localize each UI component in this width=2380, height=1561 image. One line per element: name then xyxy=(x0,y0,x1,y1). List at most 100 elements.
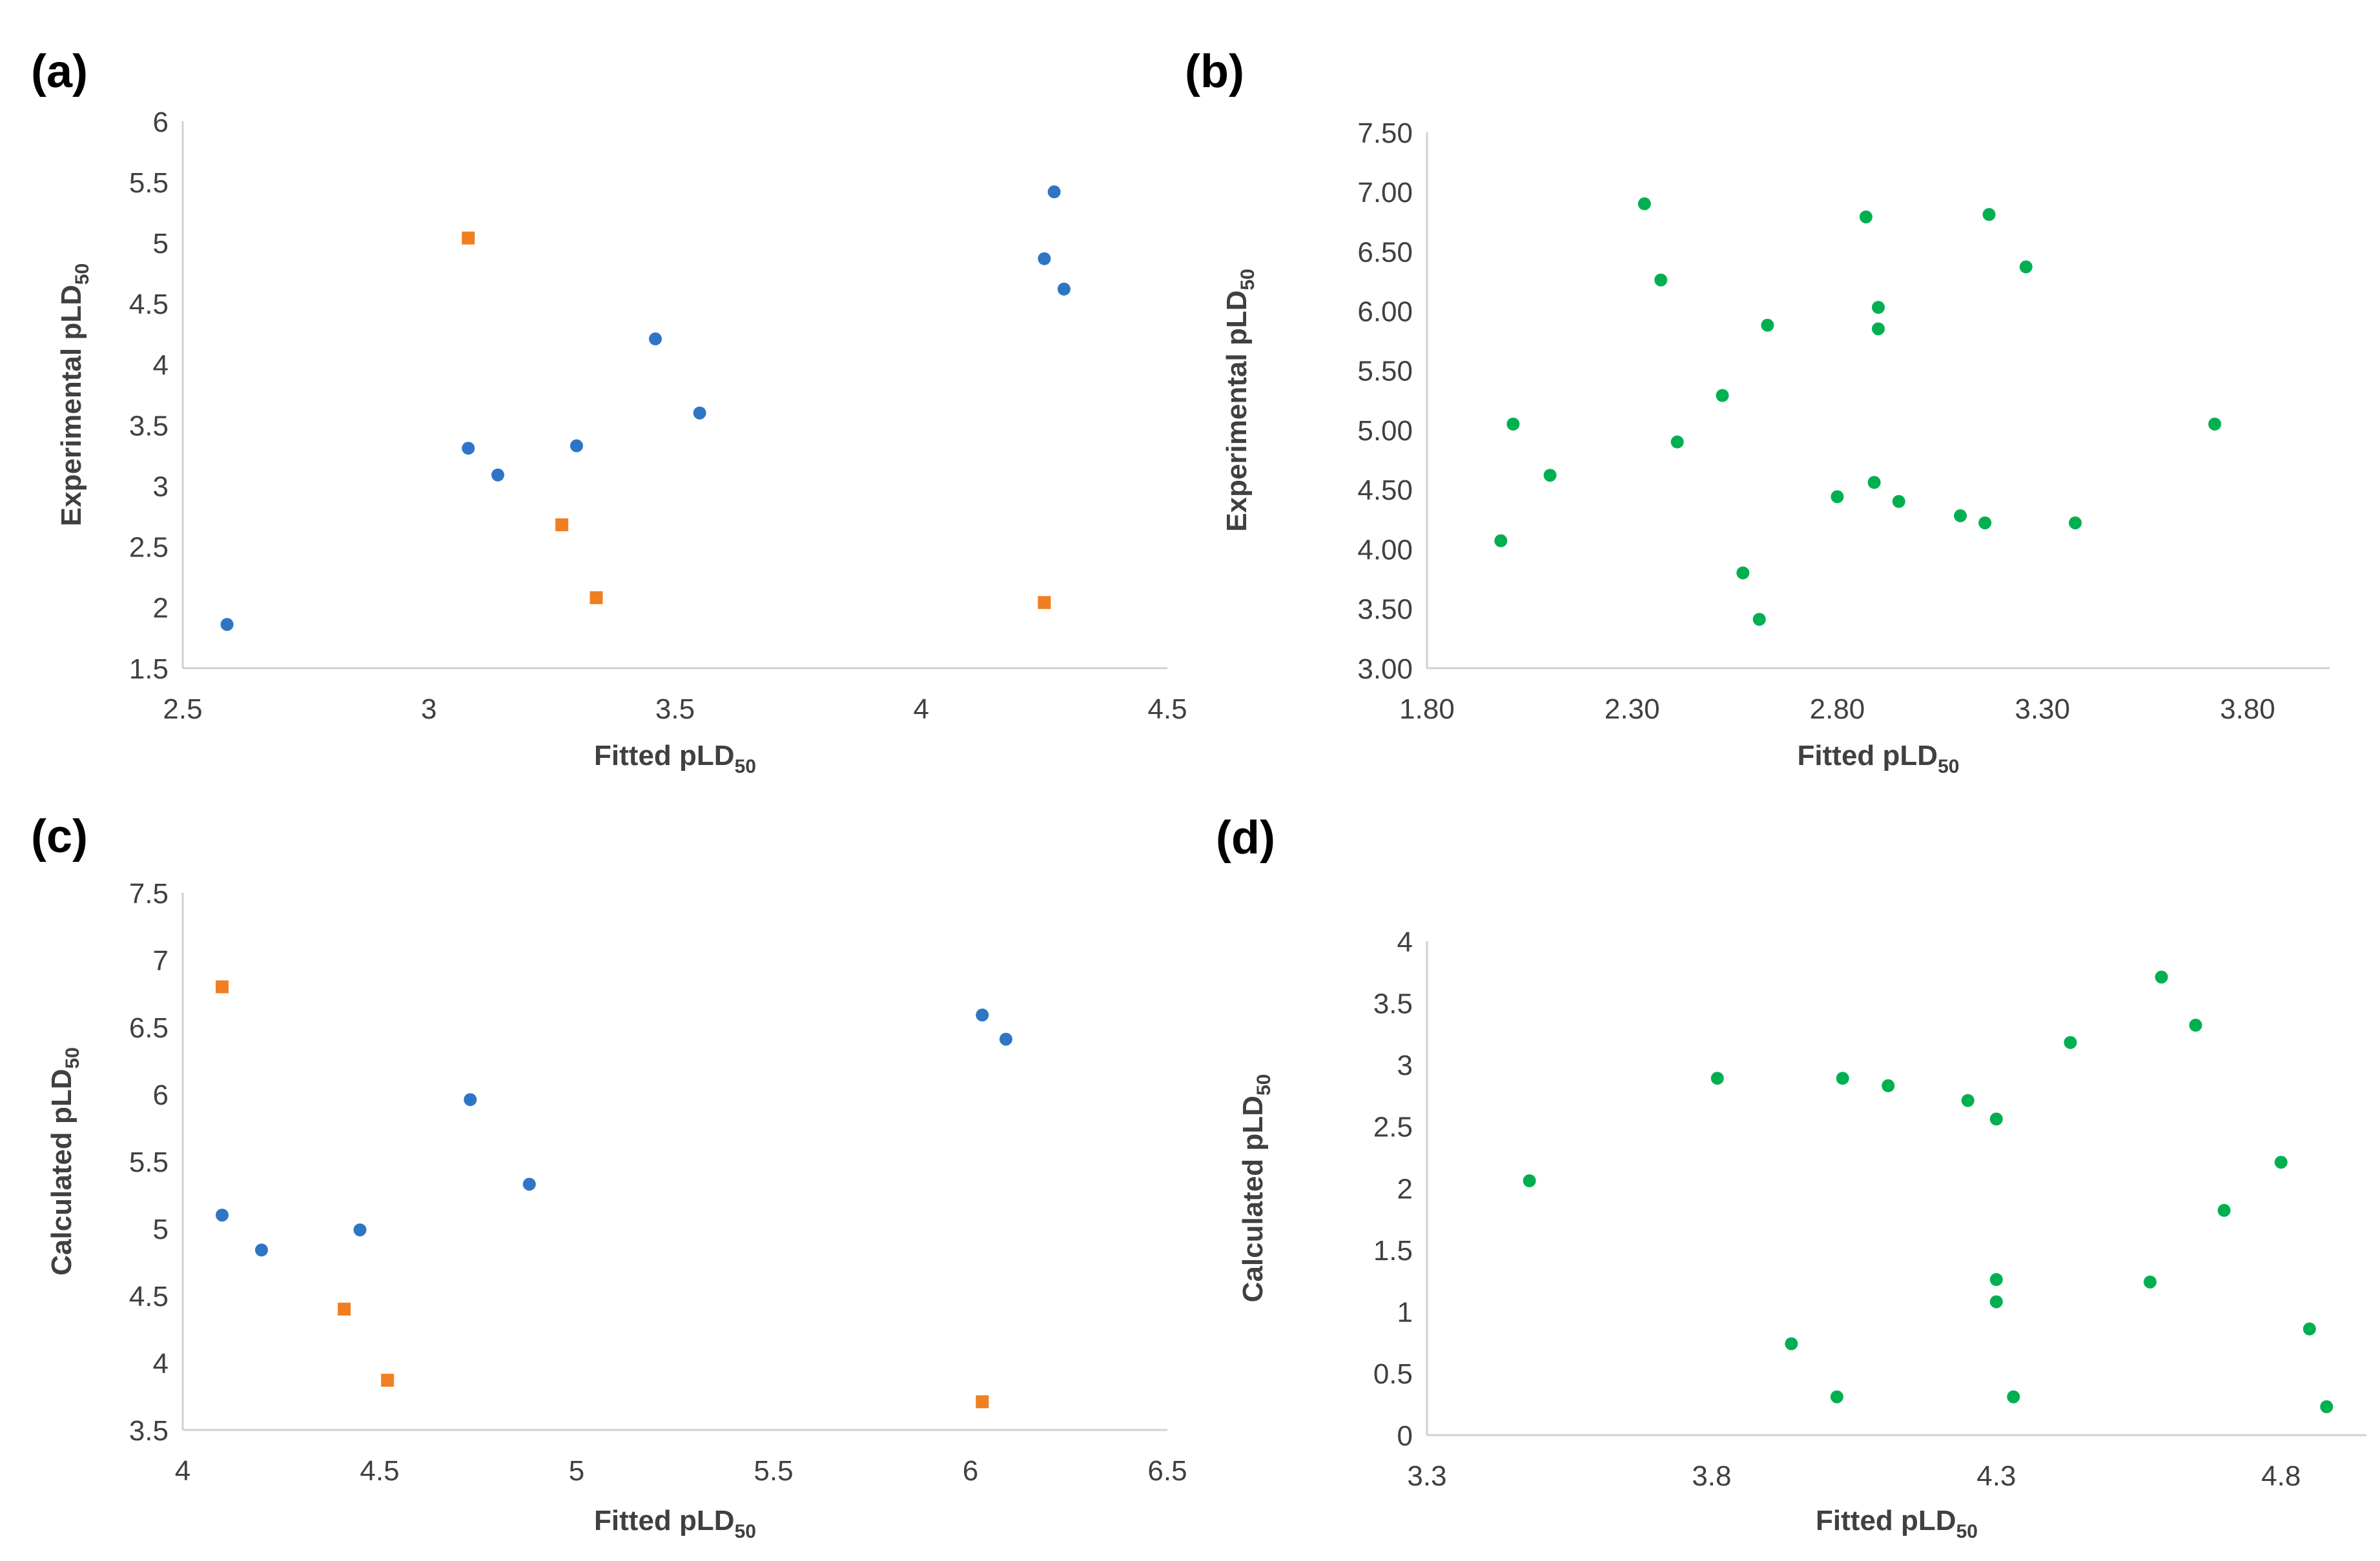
data-point xyxy=(216,980,229,994)
data-point xyxy=(464,1093,477,1107)
y-tick-label: 6.00 xyxy=(1357,296,1413,328)
data-point xyxy=(2208,417,2222,431)
data-point xyxy=(2143,1275,2157,1289)
data-point xyxy=(2007,1390,2020,1403)
data-point xyxy=(1038,252,1051,265)
data-point xyxy=(2064,1036,2077,1049)
data-point xyxy=(1637,197,1651,210)
data-point xyxy=(590,591,603,604)
chart-panel-d: (d) 0 0.5 1 1.5 2 2.5 3 3.5 4 3.3 3.8 4.3 4.8 Fitted p… xyxy=(1216,812,2366,1542)
data-point xyxy=(555,518,569,531)
y-tick-label: 3 xyxy=(1397,1050,1413,1081)
series-training-set xyxy=(220,185,1071,631)
data-point xyxy=(1543,469,1557,482)
data-point xyxy=(338,1302,351,1316)
panel-label: (c) xyxy=(31,811,88,862)
y-tick-label: 6 xyxy=(153,1079,169,1111)
data-point xyxy=(1047,185,1061,199)
x-tick-label: 3.30 xyxy=(2015,693,2070,725)
panel-label: (d) xyxy=(1216,812,1275,864)
x-tick-label: 5.5 xyxy=(754,1455,793,1487)
y-tick-label: 2.5 xyxy=(129,532,169,564)
y-tick-label: 1.5 xyxy=(1373,1235,1413,1267)
y-tick-label: 4 xyxy=(153,349,169,381)
data-point xyxy=(1989,1295,2003,1309)
y-tick-label: 7 xyxy=(153,945,169,977)
data-point xyxy=(381,1374,395,1387)
y-tick-label: 7.00 xyxy=(1357,177,1413,209)
y-tick-label: 0 xyxy=(1397,1420,1413,1452)
y-tick-label: 0.5 xyxy=(1373,1358,1413,1390)
data-point xyxy=(976,1008,989,1022)
series-test-set xyxy=(462,231,1051,609)
data-point xyxy=(1830,1390,1843,1403)
y-axis-label: Calculated pLD50 xyxy=(1237,1074,1275,1303)
y-tick-label: 3.5 xyxy=(129,410,169,442)
chart-panel-b: (b) 3.00 3.50 4.00 4.50 5.00 5.50 6.00 6.50 7.00 7… xyxy=(1185,46,2330,777)
data-point xyxy=(491,468,504,482)
y-tick-label: 6.5 xyxy=(129,1012,169,1044)
x-tick-label: 3.3 xyxy=(1407,1460,1446,1492)
y-axis-label: Calculated pLD50 xyxy=(46,1047,83,1276)
data-point xyxy=(1954,509,1967,522)
y-tick-label: 2 xyxy=(1397,1173,1413,1205)
y-tick-label: 6.50 xyxy=(1357,236,1413,268)
chart-panel-a: (a) 1.5 2 2.5 3 3.5 4 4.5 5 5.5 6 2.5 3 3.5 4 4.5 Fitted… xyxy=(31,46,1187,777)
data-point xyxy=(1761,318,1774,332)
data-point xyxy=(570,439,583,453)
series-training-set xyxy=(216,1008,1012,1257)
x-axis-label: Fitted pLD50 xyxy=(1798,740,1960,777)
y-tick-label: 1.5 xyxy=(129,653,169,685)
data-point xyxy=(976,1395,989,1409)
y-axis-label: Experimental pLD50 xyxy=(56,263,93,526)
data-point xyxy=(1716,389,1729,402)
y-tick-label: 5 xyxy=(153,228,169,260)
y-tick-label: 6 xyxy=(153,107,169,138)
y-tick-label: 7.50 xyxy=(1357,117,1413,149)
data-point xyxy=(2303,1322,2316,1336)
y-tick-label: 3.5 xyxy=(1373,988,1413,1019)
data-point xyxy=(1989,1273,2003,1287)
panel-label: (a) xyxy=(31,46,88,97)
y-tick-label: 2 xyxy=(153,593,169,624)
data-point xyxy=(1892,495,1905,508)
data-point xyxy=(1978,516,1992,529)
x-tick-label: 4.5 xyxy=(1147,693,1187,725)
data-point xyxy=(1872,301,1885,314)
y-tick-label: 5.00 xyxy=(1357,415,1413,447)
x-tick-label: 3.5 xyxy=(655,693,695,725)
y-tick-label: 4 xyxy=(153,1348,169,1380)
y-tick-label: 3.50 xyxy=(1357,594,1413,626)
data-point xyxy=(1494,534,1508,547)
x-axis-label: Fitted pLD50 xyxy=(1816,1505,1978,1542)
x-tick-label: 4 xyxy=(914,693,929,725)
x-tick-label: 4.5 xyxy=(360,1455,399,1487)
series-data xyxy=(1494,197,2222,626)
data-point xyxy=(1654,273,1668,287)
x-tick-label: 6.5 xyxy=(1147,1455,1187,1487)
data-point xyxy=(693,406,706,420)
y-axis-label: Experimental pLD50 xyxy=(1221,269,1258,531)
x-tick-label: 3 xyxy=(421,693,436,725)
data-point xyxy=(1670,435,1684,449)
data-point xyxy=(462,442,475,455)
x-tick-label: 1.80 xyxy=(1399,693,1455,725)
data-point xyxy=(2217,1203,2231,1217)
data-point xyxy=(1836,1072,1849,1085)
data-point xyxy=(1989,1112,2003,1126)
y-tick-label: 5.5 xyxy=(129,1147,169,1178)
data-point xyxy=(1867,476,1881,489)
data-point xyxy=(649,332,662,345)
panel-label: (b) xyxy=(1185,46,1244,97)
data-point xyxy=(220,618,234,631)
data-point xyxy=(1872,322,1885,336)
y-tick-label: 1 xyxy=(1397,1297,1413,1329)
series-test-set xyxy=(216,980,989,1409)
y-tick-label: 3.00 xyxy=(1357,653,1413,685)
data-point xyxy=(2320,1400,2334,1414)
data-point xyxy=(1859,210,1872,223)
x-tick-label: 5 xyxy=(569,1455,584,1487)
x-tick-label: 4.3 xyxy=(1976,1460,2016,1492)
